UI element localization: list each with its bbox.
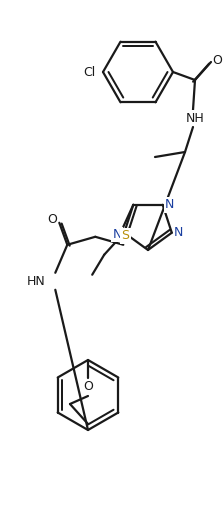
Text: N: N	[174, 226, 184, 239]
Text: O: O	[83, 380, 93, 393]
Text: O: O	[47, 213, 57, 226]
Text: NH: NH	[186, 112, 204, 125]
Text: N: N	[113, 228, 122, 241]
Text: S: S	[121, 229, 129, 242]
Text: HN: HN	[27, 275, 45, 288]
Text: N: N	[165, 198, 174, 211]
Text: O: O	[212, 53, 222, 66]
Text: Cl: Cl	[83, 65, 95, 78]
